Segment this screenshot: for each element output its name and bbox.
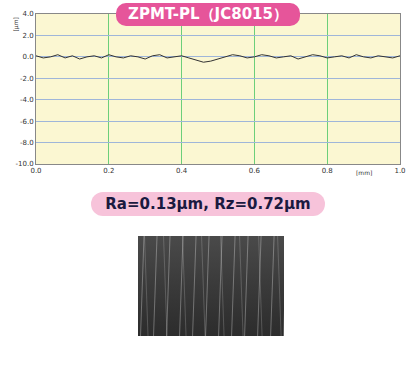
svg-text:2.0: 2.0 <box>22 32 33 40</box>
svg-text:0.8: 0.8 <box>322 167 333 175</box>
svg-text:0.2: 0.2 <box>103 167 114 175</box>
svg-text:-8.0: -8.0 <box>20 139 34 147</box>
svg-text:0.0: 0.0 <box>22 53 33 61</box>
svg-text:-4.0: -4.0 <box>20 96 34 104</box>
svg-text:0.0: 0.0 <box>30 167 41 175</box>
svg-text:-10.0: -10.0 <box>15 160 33 168</box>
svg-text:[mm]: [mm] <box>356 169 372 176</box>
svg-text:-2.0: -2.0 <box>20 75 34 83</box>
svg-text:[μm]: [μm] <box>12 17 20 31</box>
html-text:Ra=0.13μm, Rz=0.72μm: Ra=0.13μm, Rz=0.72μm <box>105 195 311 213</box>
svg-text:1.0: 1.0 <box>394 167 405 175</box>
svg-text:0.6: 0.6 <box>249 167 261 175</box>
svg-text:0.4: 0.4 <box>176 167 188 175</box>
svg-text:-6.0: -6.0 <box>20 118 34 126</box>
svg-text:4.0: 4.0 <box>22 10 33 18</box>
html-text:ZPMT-PL（JC8015）: ZPMT-PL（JC8015） <box>128 5 288 23</box>
